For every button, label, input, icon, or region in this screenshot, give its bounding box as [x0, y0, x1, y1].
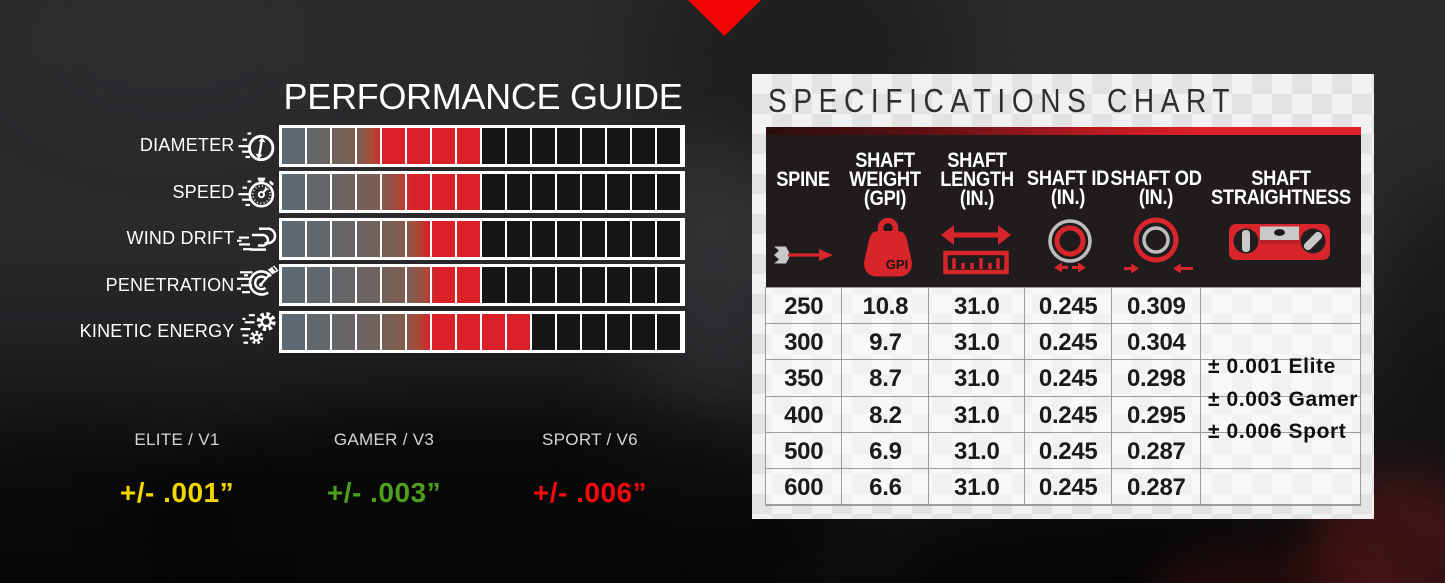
svg-text:GPI: GPI: [886, 257, 908, 272]
